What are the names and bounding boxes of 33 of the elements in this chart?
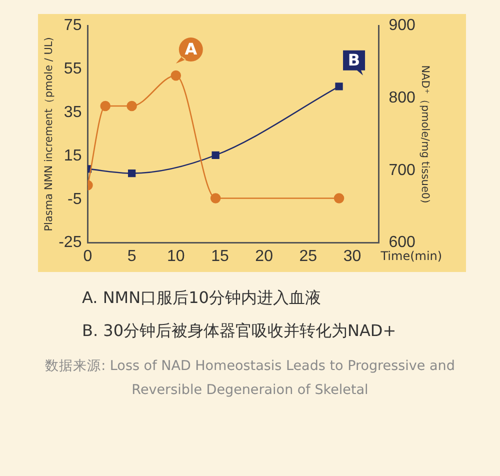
text: A. NMN口服后10分钟内进入血液 [82, 288, 322, 309]
y-axis-title: Plasma NMN increment（pmole / UL) [43, 37, 56, 232]
text: B. 30分钟后被身体器官吸收并转化为NAD+ [82, 321, 398, 342]
point [212, 151, 220, 160]
y2-axis-title: NAD⁺（pmole/mg tissue0) [418, 65, 431, 204]
source-note: 数据来源: Loss of NAD Homeostasis Leads to Progressive and Reversible Degeneraion of Skeletal [44, 357, 456, 400]
x-axis-title: Time(min) [380, 248, 442, 263]
x-tick-label: 20 [255, 248, 274, 265]
y2-tick-label: 800 [388, 89, 416, 106]
x-tick-label: 30 [343, 248, 362, 265]
x-tick-label: 15 [211, 248, 229, 265]
point [334, 193, 344, 204]
y-tick-label: -5 [67, 190, 82, 208]
point [170, 70, 182, 81]
point [210, 193, 221, 204]
x-tick-label: 5 [127, 248, 136, 265]
point [128, 169, 136, 178]
x-tick-label: 10 [167, 248, 185, 265]
point [100, 100, 111, 112]
point [126, 100, 137, 112]
y2-tick-label: 700 [388, 162, 416, 179]
x-tick-label: 0 [83, 248, 92, 265]
annotation: A [184, 40, 198, 59]
y-tick-label: -25 [58, 234, 82, 252]
y-tick-label: 15 [64, 147, 82, 164]
point [335, 82, 343, 90]
y2-tick-label: 600 [388, 234, 416, 252]
x-tick-label: 25 [299, 248, 318, 265]
y-tick-label: 75 [64, 17, 82, 34]
annotation: B [348, 50, 360, 70]
y-tick-label: 35 [64, 104, 82, 121]
y-tick-label: 55 [64, 60, 82, 78]
y2-tick-label: 900 [388, 17, 416, 34]
